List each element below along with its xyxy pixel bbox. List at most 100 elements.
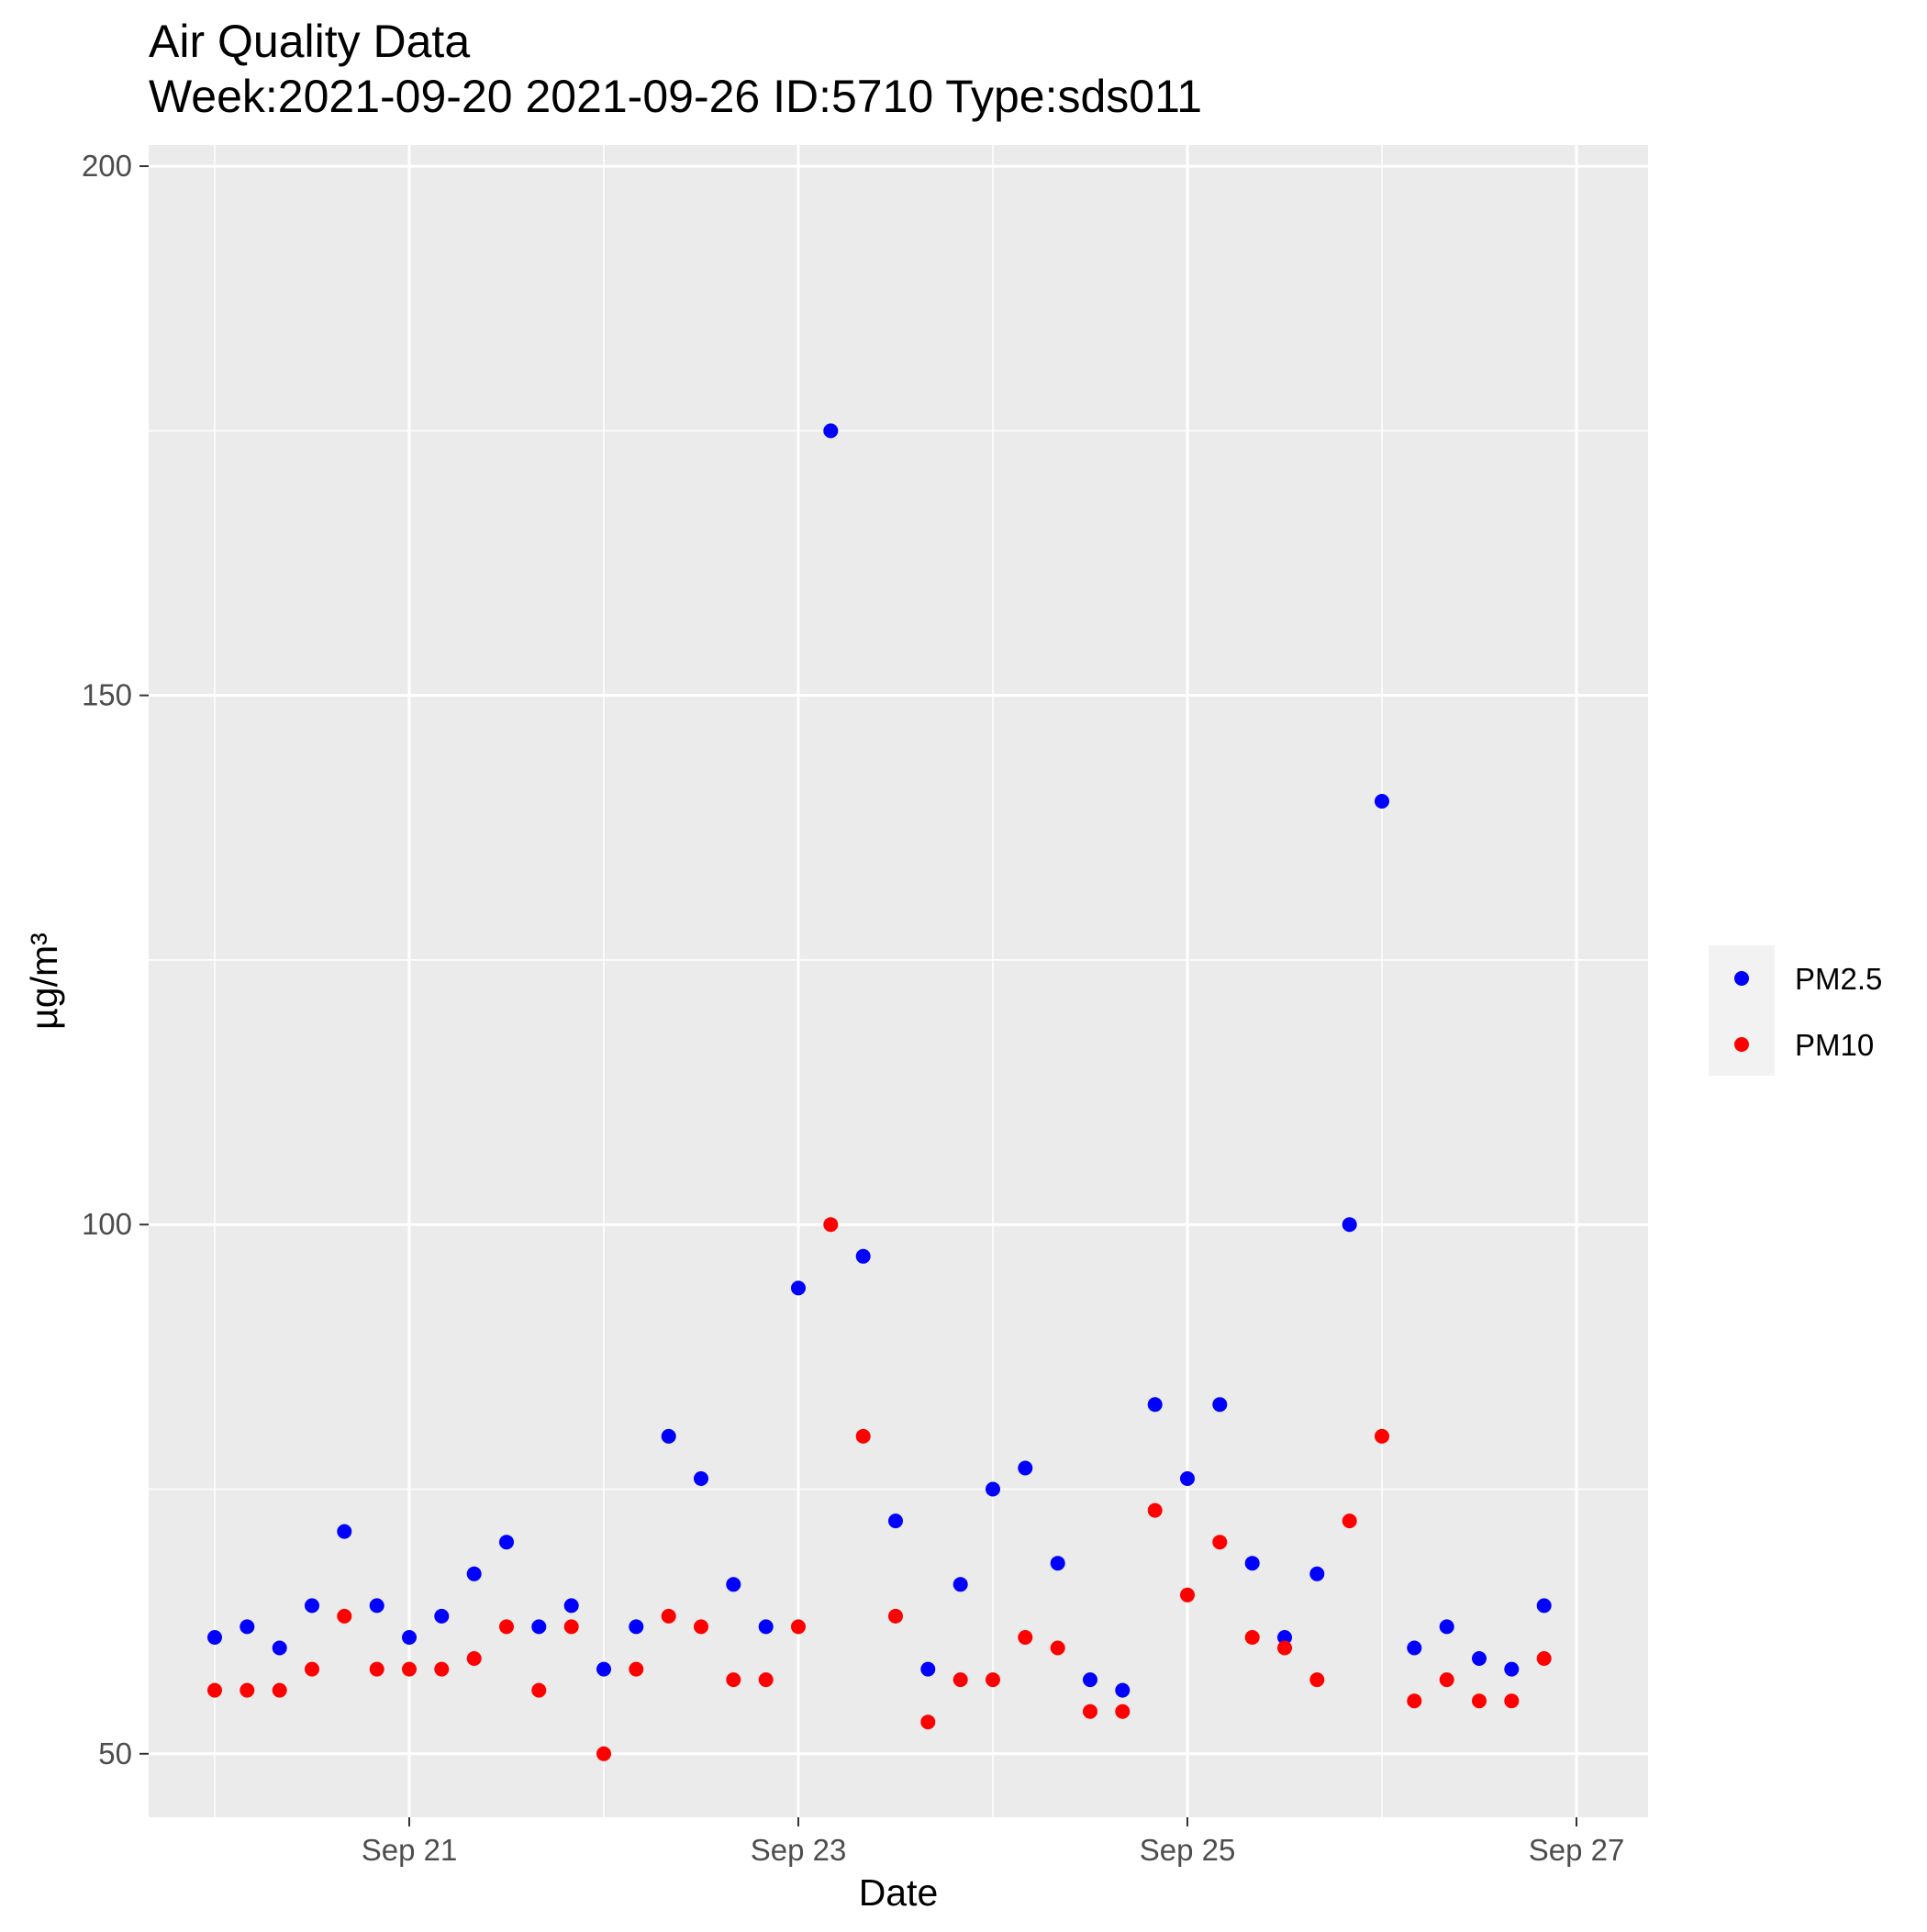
y-tick-label: 200 bbox=[82, 149, 132, 183]
point-pm25 bbox=[1018, 1460, 1033, 1476]
point-pm10 bbox=[823, 1217, 839, 1233]
point-pm10 bbox=[726, 1672, 741, 1688]
point-pm25 bbox=[1407, 1640, 1422, 1656]
point-pm10 bbox=[1212, 1535, 1228, 1550]
point-pm25 bbox=[1147, 1397, 1163, 1413]
point-pm10 bbox=[1407, 1693, 1422, 1709]
point-pm25 bbox=[1212, 1397, 1228, 1413]
point-pm10 bbox=[1115, 1703, 1131, 1719]
point-pm10 bbox=[1147, 1502, 1163, 1518]
point-pm25 bbox=[1504, 1661, 1520, 1677]
point-pm25 bbox=[952, 1577, 968, 1592]
point-pm25 bbox=[823, 423, 839, 439]
point-pm10 bbox=[207, 1682, 222, 1698]
major-gridlines bbox=[149, 145, 1648, 1817]
point-pm25 bbox=[1083, 1672, 1097, 1688]
point-pm25 bbox=[986, 1481, 1000, 1497]
y-axis: 50 100 150 200 bbox=[82, 149, 149, 1770]
point-pm25 bbox=[1115, 1682, 1131, 1698]
point-pm25 bbox=[239, 1619, 255, 1635]
data-points bbox=[207, 423, 1552, 1761]
point-pm25 bbox=[337, 1524, 352, 1539]
legend-label-pm10: PM10 bbox=[1795, 1028, 1874, 1062]
point-pm25 bbox=[272, 1640, 287, 1656]
point-pm25 bbox=[369, 1598, 384, 1614]
point-pm10 bbox=[434, 1661, 450, 1677]
point-pm10 bbox=[920, 1714, 936, 1730]
x-tick-label: Sep 23 bbox=[751, 1833, 847, 1867]
legend-key-pm25 bbox=[1734, 971, 1749, 986]
point-pm10 bbox=[1083, 1703, 1097, 1719]
point-pm25 bbox=[726, 1577, 741, 1592]
point-pm25 bbox=[305, 1598, 319, 1614]
point-pm10 bbox=[1277, 1640, 1292, 1656]
point-pm25 bbox=[596, 1661, 611, 1677]
point-pm10 bbox=[1536, 1651, 1552, 1666]
point-pm10 bbox=[629, 1661, 644, 1677]
point-pm25 bbox=[1536, 1598, 1552, 1614]
point-pm25 bbox=[563, 1598, 579, 1614]
chart-subtitle: Week:2021-09-20 2021-09-26 ID:5710 Type:… bbox=[149, 71, 1202, 122]
point-pm25 bbox=[661, 1428, 676, 1444]
point-pm25 bbox=[1342, 1217, 1357, 1233]
point-pm10 bbox=[694, 1619, 708, 1635]
point-pm10 bbox=[1375, 1428, 1389, 1444]
point-pm10 bbox=[272, 1682, 287, 1698]
minor-gridlines bbox=[149, 145, 1648, 1817]
point-pm25 bbox=[629, 1619, 644, 1635]
point-pm10 bbox=[888, 1608, 903, 1624]
point-pm10 bbox=[855, 1428, 871, 1444]
point-pm25 bbox=[499, 1535, 514, 1550]
legend-key-pm10 bbox=[1734, 1037, 1749, 1052]
point-pm10 bbox=[239, 1682, 255, 1698]
point-pm25 bbox=[758, 1619, 774, 1635]
legend-label-pm25: PM2.5 bbox=[1795, 962, 1882, 996]
point-pm25 bbox=[888, 1513, 903, 1529]
point-pm10 bbox=[1050, 1640, 1065, 1656]
point-pm10 bbox=[596, 1746, 611, 1761]
chart-title: Air Quality Data bbox=[149, 16, 470, 67]
point-pm25 bbox=[1050, 1556, 1065, 1571]
x-axis-title: Date bbox=[859, 1871, 939, 1914]
point-pm25 bbox=[1244, 1556, 1260, 1571]
point-pm25 bbox=[855, 1248, 871, 1264]
point-pm25 bbox=[694, 1471, 708, 1486]
y-axis-title: µg/m³ bbox=[23, 932, 65, 1030]
point-pm10 bbox=[466, 1651, 482, 1666]
x-axis: Sep 21 Sep 23 Sep 25 Sep 27 bbox=[362, 1817, 1625, 1867]
y-tick-label: 50 bbox=[98, 1737, 132, 1770]
point-pm10 bbox=[986, 1672, 1000, 1688]
point-pm25 bbox=[531, 1619, 547, 1635]
point-pm10 bbox=[791, 1619, 806, 1635]
point-pm10 bbox=[1244, 1630, 1260, 1645]
point-pm10 bbox=[1018, 1630, 1033, 1645]
point-pm10 bbox=[531, 1682, 547, 1698]
point-pm25 bbox=[1277, 1630, 1292, 1645]
point-pm10 bbox=[337, 1608, 352, 1624]
point-pm10 bbox=[758, 1672, 774, 1688]
point-pm25 bbox=[1180, 1471, 1195, 1486]
legend: PM2.5 PM10 bbox=[1709, 945, 1882, 1076]
legend-key-background bbox=[1709, 945, 1775, 1076]
point-pm10 bbox=[369, 1661, 384, 1677]
point-pm25 bbox=[434, 1608, 450, 1624]
x-tick-label: Sep 27 bbox=[1529, 1833, 1625, 1867]
point-pm25 bbox=[1472, 1651, 1487, 1666]
point-pm10 bbox=[402, 1661, 417, 1677]
point-pm10 bbox=[1472, 1693, 1487, 1709]
point-pm10 bbox=[1342, 1513, 1357, 1529]
point-pm10 bbox=[1504, 1693, 1520, 1709]
point-pm10 bbox=[1439, 1672, 1454, 1688]
point-pm25 bbox=[466, 1566, 482, 1581]
point-pm10 bbox=[305, 1661, 319, 1677]
point-pm10 bbox=[952, 1672, 968, 1688]
x-tick-label: Sep 25 bbox=[1140, 1833, 1236, 1867]
point-pm25 bbox=[1309, 1566, 1325, 1581]
plot-panel bbox=[149, 145, 1648, 1817]
y-tick-label: 150 bbox=[82, 678, 132, 712]
point-pm25 bbox=[1439, 1619, 1454, 1635]
x-tick-label: Sep 21 bbox=[362, 1833, 458, 1867]
point-pm25 bbox=[207, 1630, 222, 1645]
point-pm25 bbox=[1375, 794, 1389, 809]
